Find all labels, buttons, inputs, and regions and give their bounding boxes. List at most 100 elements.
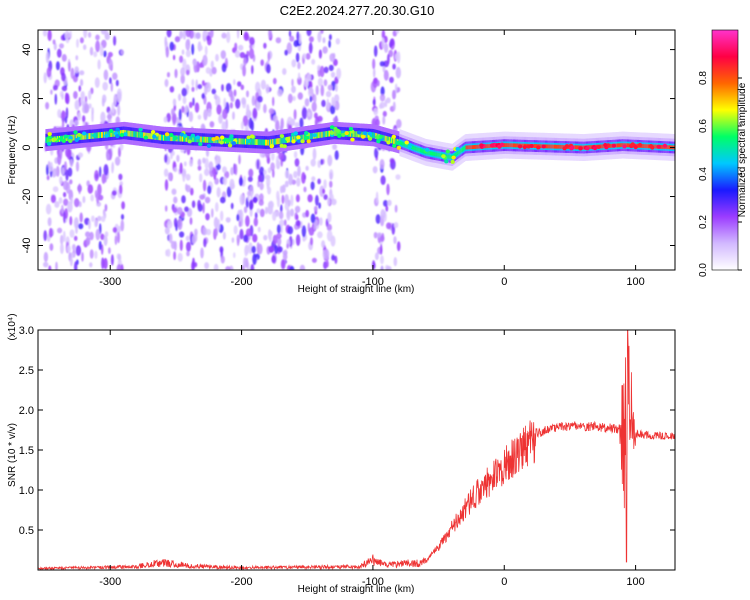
heatmap-noise-cell	[327, 197, 331, 206]
heatmap-carrier-cell	[468, 145, 471, 150]
heatmap-carrier-cell	[282, 137, 285, 144]
heatmap-carrier-cell	[138, 131, 141, 138]
heatmap-noise-cell	[74, 198, 80, 208]
heatmap-peak-cell	[82, 131, 87, 136]
heatmap-noise-cell	[194, 102, 200, 113]
heatmap-noise-cell	[257, 174, 262, 183]
heatmap-noise-cell	[69, 216, 73, 226]
heatmap-noise-cell	[201, 80, 205, 86]
heatmap-noise-cell	[191, 234, 197, 244]
spectrogram-y-ticks: -40 -20 0 20 40	[21, 43, 675, 253]
heatmap-noise-cell	[205, 213, 210, 221]
heatmap-noise-cell	[46, 164, 49, 176]
heatmap-peak-cell	[404, 140, 409, 145]
heatmap-carrier-cell	[139, 132, 142, 138]
heatmap-carrier-cell	[582, 145, 584, 150]
heatmap-carrier-cell	[521, 143, 523, 148]
heatmap-noise-cell	[305, 165, 309, 171]
heatmap-noise-cell	[169, 41, 175, 51]
heatmap-noise-cell	[185, 30, 191, 38]
heatmap-noise-cell	[53, 85, 58, 91]
heatmap-carrier-cell	[621, 143, 623, 148]
heatmap-carrier-cell	[160, 134, 163, 141]
heatmap-noise-cell	[48, 227, 53, 238]
heatmap-carrier-cell	[256, 139, 258, 146]
heatmap-peak-cell	[444, 159, 449, 164]
heatmap-carrier-cell	[74, 134, 77, 141]
heatmap-carrier-cell	[84, 133, 86, 140]
heatmap-carrier-cell	[353, 131, 355, 137]
heatmap-noise-cell	[313, 225, 316, 231]
heatmap-noise-cell	[308, 227, 315, 236]
heatmap-carrier-cell	[150, 133, 152, 140]
heatmap-carrier-cell	[486, 144, 489, 149]
heatmap-noise-cell	[54, 93, 58, 105]
heatmap-noise-cell	[204, 85, 208, 96]
heatmap-noise-cell	[50, 89, 53, 95]
heatmap-carrier-cell	[195, 136, 197, 143]
heatmap-noise-cell	[256, 159, 260, 170]
heatmap-noise-cell	[282, 68, 287, 75]
heatmap-noise-cell	[395, 30, 400, 34]
heatmap-noise-cell	[104, 204, 108, 212]
heatmap-noise-cell	[328, 64, 334, 72]
heatmap-noise-cell	[286, 42, 292, 55]
heatmap-noise-cell	[273, 210, 280, 217]
heatmap-noise-cell	[182, 58, 187, 70]
heatmap-noise-cell	[242, 115, 248, 127]
heatmap-carrier-cell	[98, 132, 101, 139]
heatmap-noise-cell	[116, 91, 122, 103]
colorbar-gradient	[711, 29, 739, 271]
heatmap-noise-cell	[69, 179, 73, 185]
heatmap-carrier-cell	[77, 134, 80, 141]
spectrogram-frame	[37, 29, 676, 271]
heatmap-noise-cell	[387, 53, 390, 65]
heatmap-noise-cell	[379, 101, 386, 109]
heatmap-noise-cell	[263, 234, 268, 241]
heatmap-noise-cell	[43, 230, 47, 242]
heatmap-noise-cell	[89, 46, 94, 56]
heatmap-carrier-cell	[446, 154, 449, 159]
heatmap-carrier-cell	[279, 138, 282, 144]
heatmap-carrier-cell	[515, 143, 517, 148]
heatmap-carrier-cell	[414, 146, 416, 151]
heatmap-noise-cell	[308, 36, 314, 43]
heatmap-noise-cell	[315, 194, 319, 206]
heatmap-noise-cell	[75, 245, 82, 256]
heatmap-carrier-cell	[474, 145, 476, 149]
heatmap-noise-cell	[215, 202, 219, 212]
heatmap-noise-cell	[54, 201, 60, 208]
heatmap-carrier-cell	[460, 148, 462, 153]
heatmap-noise-cell	[383, 69, 389, 81]
heatmap-peak-cell	[73, 130, 78, 135]
heatmap-noise-cell	[317, 77, 323, 87]
heatmap-carrier-cell	[644, 144, 646, 149]
heatmap-noise-cell	[317, 231, 323, 239]
snr-series-line	[38, 330, 675, 570]
heatmap-noise-cell	[276, 233, 282, 239]
heatmap-carrier-cell	[187, 136, 189, 142]
heatmap-carrier-cell	[159, 134, 162, 141]
heatmap-carrier-cell	[48, 136, 50, 143]
heatmap-peak-cell	[367, 136, 373, 141]
x-tick-label: -300	[99, 276, 121, 288]
heatmap-noise-cell	[184, 206, 189, 212]
heatmap-carrier-cell	[184, 135, 186, 142]
heatmap-peak-cell	[92, 133, 97, 138]
heatmap-noise-cell	[109, 77, 112, 85]
heatmap-noise-cell	[42, 30, 48, 37]
heatmap-noise-cell	[91, 107, 94, 116]
heatmap-carrier-cell	[362, 131, 365, 138]
heatmap-noise-cell	[279, 185, 284, 194]
heatmap-carrier-cell	[508, 143, 511, 148]
heatmap-carrier-cell	[354, 131, 356, 138]
heatmap-carrier-cell	[194, 136, 196, 143]
heatmap-noise-cell	[112, 72, 118, 80]
heatmap-noise-cell	[232, 111, 235, 120]
heatmap-carrier-cell	[476, 144, 478, 149]
heatmap-noise-cell	[165, 46, 169, 58]
heatmap-carrier-cell	[329, 130, 331, 137]
heatmap-noise-cell	[94, 170, 99, 182]
heatmap-noise-cell	[94, 77, 100, 88]
heatmap-noise-cell	[50, 194, 57, 204]
